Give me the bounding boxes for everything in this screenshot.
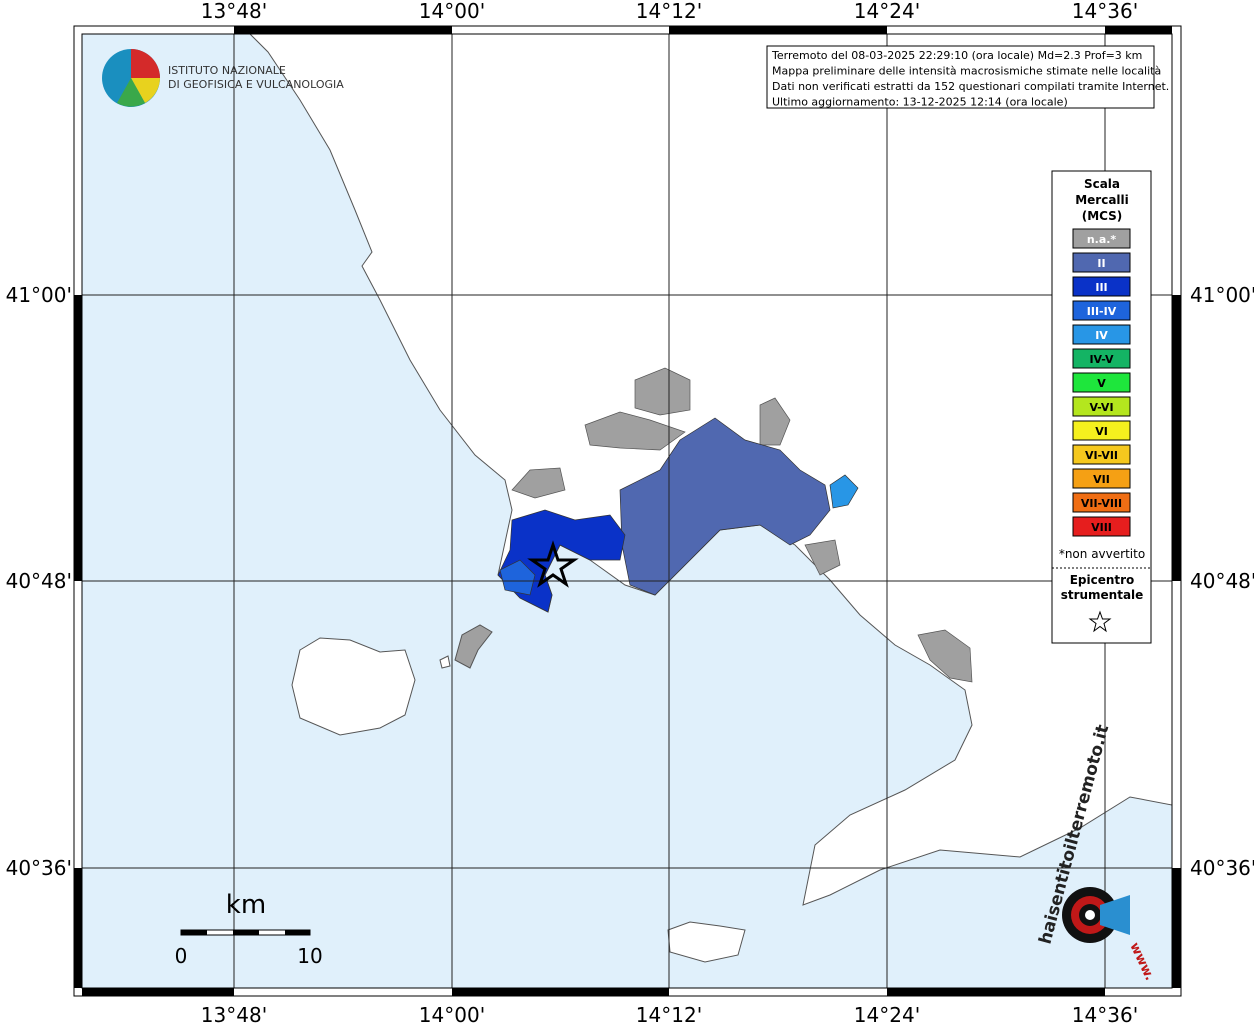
legend-label: III — [1095, 281, 1107, 294]
legend-label: VII — [1093, 473, 1110, 486]
legend-note: *non avvertito — [1059, 547, 1145, 561]
legend-swatch — [1072, 468, 1131, 489]
lon-label: 14°12' — [636, 0, 702, 23]
scale-unit: km — [226, 890, 266, 920]
ingv-logo: ISTITUTO NAZIONALE DI GEOFISICA E VULCAN… — [102, 49, 344, 107]
legend-label: V-VI — [1089, 401, 1113, 414]
legend-label: n.a.* — [1087, 233, 1117, 246]
epicenter-star — [527, 540, 579, 588]
legend-title: (MCS) — [1082, 209, 1123, 223]
lon-label: 13°48' — [201, 1003, 267, 1024]
legend-epicenter: strumentale — [1061, 588, 1144, 602]
legend-label: III-IV — [1087, 305, 1117, 318]
intensity-iv — [829, 474, 859, 509]
legend-swatch — [1072, 372, 1131, 393]
legend-label: IV-V — [1089, 353, 1114, 366]
gray-areas — [511, 367, 973, 683]
legend-label: VII-VIII — [1081, 497, 1122, 510]
legend-swatch — [1072, 492, 1131, 513]
scale-label: 10 — [297, 944, 322, 968]
legend-label: II — [1097, 257, 1105, 270]
legend-label: VI-VII — [1085, 449, 1118, 462]
vivara — [439, 655, 451, 669]
lon-label: 14°24' — [854, 1003, 920, 1024]
lat-label: 40°36' — [6, 856, 72, 880]
logo-text: ISTITUTO NAZIONALE — [168, 64, 286, 77]
legend-star — [1088, 610, 1112, 633]
legend-swatch — [1072, 420, 1131, 441]
lat-label: 41°00' — [6, 283, 72, 307]
legend-label: VI — [1095, 425, 1108, 438]
lat-label: 41°00' — [1190, 283, 1254, 307]
info-line: Mappa preliminare delle intensità macros… — [772, 65, 1161, 78]
legend-swatch — [1072, 444, 1131, 465]
legend-title: Scala — [1084, 177, 1120, 191]
legend-label: VIII — [1091, 521, 1112, 534]
logo-text: DI GEOFISICA E VULCANOLOGIA — [168, 78, 344, 91]
scale-bar: km 0 10 — [175, 890, 323, 968]
info-line: Dati non verificati estratti da 152 ques… — [772, 80, 1169, 93]
lon-label: 14°00' — [419, 1003, 485, 1024]
lon-label: 14°00' — [419, 0, 485, 23]
intensity-ii — [619, 417, 831, 596]
intensity-iii-iv — [499, 559, 536, 596]
legend-swatch — [1072, 300, 1131, 321]
legend-swatch — [1072, 228, 1131, 249]
lat-label: 40°48' — [1190, 569, 1254, 593]
info-line: Terremoto del 08-03-2025 22:29:10 (ora l… — [771, 49, 1142, 62]
lat-label: 40°36' — [1190, 856, 1254, 880]
legend-title: Mercalli — [1075, 193, 1129, 207]
frame — [73, 25, 1182, 997]
legend-swatch — [1072, 396, 1131, 417]
legend-label: IV — [1095, 329, 1108, 342]
ischia — [291, 637, 416, 736]
procida — [454, 624, 493, 669]
scale-label: 0 — [175, 944, 188, 968]
legend-swatch — [1072, 252, 1131, 273]
legend-swatch — [1072, 276, 1131, 297]
lon-label: 14°36' — [1072, 1003, 1138, 1024]
legend-swatch — [1072, 348, 1131, 369]
lon-label: 13°48' — [201, 0, 267, 23]
legend-epicenter: Epicentro — [1070, 573, 1135, 587]
legend-swatch — [1072, 324, 1131, 345]
lon-label: 14°12' — [636, 1003, 702, 1024]
info-line: Ultimo aggiornamento: 13-12-2025 12:14 (… — [772, 96, 1068, 109]
legend-label: V — [1097, 377, 1106, 390]
lon-label: 14°24' — [854, 0, 920, 23]
legend-swatch — [1072, 516, 1131, 537]
lat-label: 40°48' — [6, 569, 72, 593]
capri — [667, 921, 746, 963]
info-box — [766, 45, 1155, 109]
lon-label: 14°36' — [1072, 0, 1138, 23]
